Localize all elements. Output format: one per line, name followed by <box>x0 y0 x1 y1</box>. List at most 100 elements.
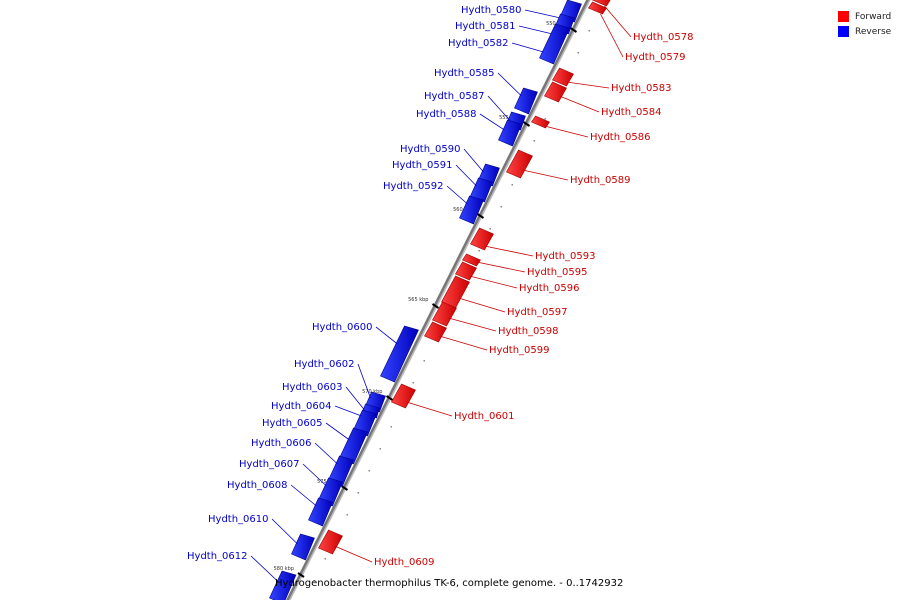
gene-hydth-0586[interactable]: Hydth_0586 <box>531 115 651 143</box>
gene-label[interactable]: Hydth_0610 <box>208 514 269 525</box>
gene-label[interactable]: Hydth_0603 <box>282 382 343 393</box>
gene-hydth-0578[interactable]: Hydth_0578 <box>592 0 694 43</box>
leader-line <box>271 518 298 545</box>
genome-title: Hydrogenobacter thermophilus TK-6, compl… <box>275 578 624 589</box>
gene-hydth-0598[interactable]: Hydth_0598 <box>432 301 559 337</box>
gene-hydth-0588[interactable]: Hydth_0588 <box>416 109 522 147</box>
gene-label[interactable]: Hydth_0604 <box>271 401 332 412</box>
leader-line <box>463 148 484 173</box>
gene-label[interactable]: Hydth_0593 <box>535 251 596 262</box>
gene-hydth-0591[interactable]: Hydth_0591 <box>392 160 493 203</box>
gene-hydth-0585[interactable]: Hydth_0585 <box>434 68 538 115</box>
gene-arrow[interactable] <box>592 0 612 7</box>
gene-label[interactable]: Hydth_0581 <box>455 21 516 32</box>
gene-label[interactable]: Hydth_0598 <box>498 326 559 337</box>
gene-arrow[interactable] <box>391 383 416 409</box>
gene-hydth-0593[interactable]: Hydth_0593 <box>470 227 596 262</box>
leader-line <box>290 484 317 507</box>
gene-label[interactable]: Hydth_0605 <box>262 418 323 429</box>
gene-arrow[interactable] <box>588 1 607 15</box>
gene-label[interactable]: Hydth_0608 <box>227 480 288 491</box>
gene-arrow[interactable] <box>380 325 419 383</box>
gene-arrow[interactable] <box>291 533 315 561</box>
gene-label[interactable]: Hydth_0607 <box>239 459 300 470</box>
gene-label[interactable]: Hydth_0595 <box>527 267 588 278</box>
gene-hydth-0595[interactable]: Hydth_0595 <box>462 253 588 278</box>
gene-label[interactable]: Hydth_0583 <box>611 83 672 94</box>
minor-tick <box>390 426 392 428</box>
gene-label[interactable]: Hydth_0602 <box>294 359 355 370</box>
leader-line <box>518 25 553 35</box>
gene-hydth-0596[interactable]: Hydth_0596 <box>455 261 580 294</box>
minor-tick <box>412 382 414 384</box>
leader-line <box>446 185 468 205</box>
gene-arrow[interactable] <box>459 195 484 225</box>
gene-hydth-0579[interactable]: Hydth_0579 <box>588 1 686 63</box>
gene-hydth-0599[interactable]: Hydth_0599 <box>424 321 550 356</box>
gene-hydth-0608[interactable]: Hydth_0608 <box>227 480 333 527</box>
gene-label[interactable]: Hydth_0578 <box>633 32 694 43</box>
gene-label[interactable]: Hydth_0585 <box>434 68 495 79</box>
gene-label[interactable]: Hydth_0586 <box>590 132 651 143</box>
gene-arrow[interactable] <box>462 253 481 267</box>
gene-arrow[interactable] <box>432 301 457 327</box>
gene-label[interactable]: Hydth_0591 <box>392 160 453 171</box>
genome-backbone <box>286 0 589 600</box>
leader-line <box>334 545 373 563</box>
gene-label[interactable]: Hydth_0588 <box>416 109 477 120</box>
gene-label[interactable]: Hydth_0589 <box>570 175 631 186</box>
gene-arrow[interactable] <box>455 261 477 281</box>
gene-hydth-0610[interactable]: Hydth_0610 <box>208 514 315 561</box>
gene-label[interactable]: Hydth_0599 <box>489 345 550 356</box>
gene-label[interactable]: Hydth_0580 <box>461 5 522 16</box>
gene-arrow[interactable] <box>318 529 343 555</box>
leader-line <box>497 72 522 97</box>
minor-tick <box>544 118 546 120</box>
minor-tick <box>313 580 315 582</box>
major-tick <box>476 213 485 219</box>
gene-arrow[interactable] <box>552 67 574 87</box>
gene-arrow[interactable] <box>470 227 494 251</box>
leader-line <box>544 125 589 138</box>
gene-arrow[interactable] <box>308 497 333 527</box>
gene-label[interactable]: Hydth_0596 <box>519 283 580 294</box>
gene-label[interactable]: Hydth_0609 <box>374 557 435 568</box>
gene-arrow[interactable] <box>539 23 570 65</box>
gene-hydth-0583[interactable]: Hydth_0583 <box>552 67 672 94</box>
gene-label[interactable]: Hydth_0600 <box>312 322 373 333</box>
leader-line <box>524 9 561 19</box>
gene-label[interactable]: Hydth_0590 <box>400 144 461 155</box>
major-tick <box>340 485 349 491</box>
gene-label[interactable]: Hydth_0584 <box>601 107 662 118</box>
major-tick <box>569 27 578 33</box>
leader-line <box>487 95 510 121</box>
gene-label[interactable]: Hydth_0606 <box>251 438 312 449</box>
gene-label[interactable]: Hydth_0612 <box>187 551 248 562</box>
gene-hydth-0589[interactable]: Hydth_0589 <box>506 149 631 186</box>
gene-hydth-0612[interactable]: Hydth_0612 <box>187 551 297 600</box>
gene-hydth-0601[interactable]: Hydth_0601 <box>391 383 515 422</box>
gene-hydth-0584[interactable]: Hydth_0584 <box>544 81 662 118</box>
minor-tick <box>588 30 590 32</box>
gene-label[interactable]: Hydth_0587 <box>424 91 485 102</box>
leader-line <box>448 317 497 332</box>
gene-label[interactable]: Hydth_0579 <box>625 52 686 63</box>
gene-label[interactable]: Hydth_0597 <box>507 307 568 318</box>
gene-hydth-0592[interactable]: Hydth_0592 <box>383 181 484 225</box>
minor-tick <box>368 470 370 472</box>
gene-label[interactable]: Hydth_0582 <box>448 38 509 49</box>
gene-hydth-0609[interactable]: Hydth_0609 <box>318 529 435 568</box>
gene-arrow[interactable] <box>506 149 533 179</box>
gene-arrow[interactable] <box>498 119 522 147</box>
minor-tick <box>423 360 425 362</box>
gene-arrow[interactable] <box>514 87 538 115</box>
gene-label[interactable]: Hydth_0601 <box>454 411 515 422</box>
gene-hydth-0582[interactable]: Hydth_0582 <box>448 23 570 65</box>
gene-arrow[interactable] <box>424 321 447 343</box>
gene-hydth-0600[interactable]: Hydth_0600 <box>312 322 419 383</box>
gene-arrow[interactable] <box>269 570 297 600</box>
leader-line <box>476 261 526 273</box>
gene-label[interactable]: Hydth_0592 <box>383 181 444 192</box>
gene-arrow[interactable] <box>531 115 550 129</box>
